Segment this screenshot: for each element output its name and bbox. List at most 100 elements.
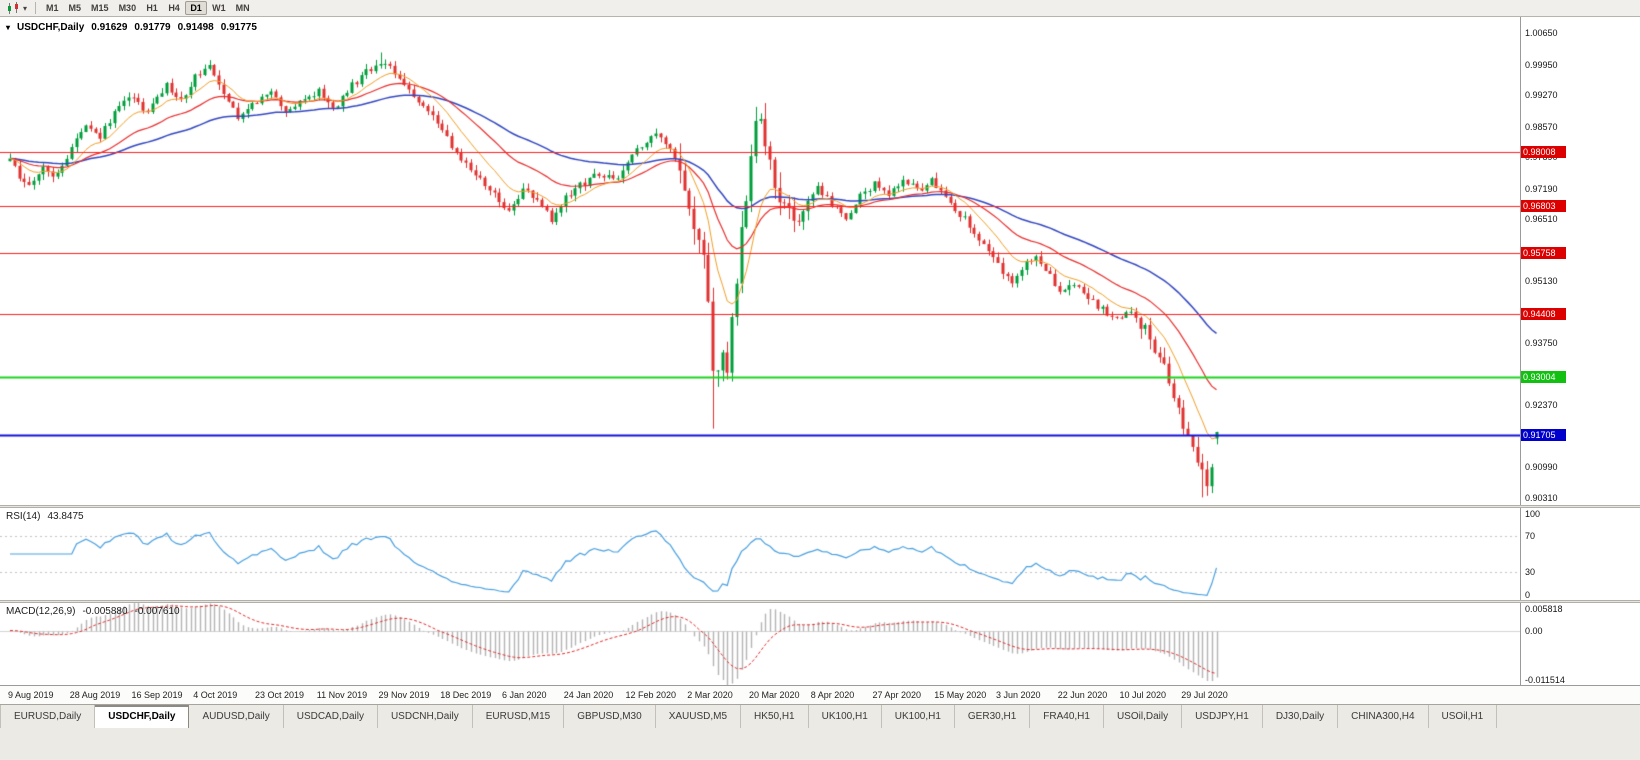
timeframe-button-m30[interactable]: M30 <box>118 3 137 13</box>
macd-signal-value: -0.007610 <box>134 606 180 617</box>
chart-tab-audusd-daily[interactable]: AUDUSD,Daily <box>189 705 284 728</box>
timeframe-button-mn[interactable]: MN <box>235 3 250 13</box>
price-tick-label: 0.98570 <box>1525 121 1558 132</box>
rsi-axis-label: 100 <box>1525 509 1541 519</box>
chart-tab-gbpusd-m30[interactable]: GBPUSD,M30 <box>564 705 656 728</box>
date-label: 20 Mar 2020 <box>749 690 800 700</box>
macd-value: -0.005880 <box>82 606 128 617</box>
date-label: 10 Jul 2020 <box>1119 690 1167 700</box>
chart-tab-eurusd-m15[interactable]: EURUSD,M15 <box>472 705 565 728</box>
date-label: 2 Mar 2020 <box>687 690 733 700</box>
macd-indicator-canvas[interactable] <box>0 603 1520 685</box>
rsi-axis-label: 30 <box>1525 567 1536 578</box>
candlestick-glyph <box>8 1 18 14</box>
timeframe-button-m1[interactable]: M1 <box>46 3 59 13</box>
chart-tab-usdcnh-daily[interactable]: USDCNH,Daily <box>377 705 473 728</box>
price-tick-label: 0.90310 <box>1525 492 1558 503</box>
chart-tab-uk100-h1[interactable]: UK100,H1 <box>808 705 882 728</box>
date-label: 8 Apr 2020 <box>810 690 855 700</box>
date-label: 4 Oct 2019 <box>193 690 238 700</box>
macd-label: MACD(12,26,9) <box>6 606 76 617</box>
chart-tab-ger30-h1[interactable]: GER30,H1 <box>954 705 1031 728</box>
date-label: 23 Oct 2019 <box>255 690 305 700</box>
title-marker-icon: ▾ <box>6 23 11 32</box>
rsi-axis-label: 70 <box>1525 530 1536 541</box>
ohlc-open: 0.91629 <box>91 22 128 33</box>
timeframe-buttons: M1 M5 M15 M30 H1 H4 D1 W1 MN <box>41 0 255 16</box>
symbol-label: USDCHF,Daily <box>17 22 85 33</box>
rsi-axis: 100 70 30 0 <box>1520 508 1640 600</box>
price-line-badge: 0.91705 <box>1520 429 1566 442</box>
date-label: 28 Aug 2019 <box>69 690 121 700</box>
ohlc-low: 0.91498 <box>177 22 214 33</box>
chart-tab-dj30-daily[interactable]: DJ30,Daily <box>1262 705 1339 728</box>
date-label: 15 May 2020 <box>934 690 987 700</box>
date-label: 27 Apr 2020 <box>872 690 922 700</box>
date-label: 11 Nov 2019 <box>316 690 368 700</box>
date-label: 3 Jun 2020 <box>996 690 1041 700</box>
price-tick-label: 0.92370 <box>1525 400 1558 411</box>
chart-style-icon[interactable] <box>4 1 23 16</box>
timeframe-button-h4[interactable]: H4 <box>168 3 180 13</box>
timeframe-button-m5[interactable]: M5 <box>68 3 82 13</box>
macd-axis: 0.005818 0.00 -0.011514 <box>1520 603 1640 685</box>
price-axis: 1.006500.999500.992700.985700.978900.971… <box>1520 17 1640 505</box>
chart-tab-usdchf-daily[interactable]: USDCHF,Daily <box>95 705 190 728</box>
price-chart-canvas[interactable] <box>0 17 1520 505</box>
price-line-badge: 0.94408 <box>1520 307 1566 320</box>
timeframe-button-m15[interactable]: M15 <box>91 3 109 13</box>
chart-tab-eurusd-daily[interactable]: EURUSD,Daily <box>0 705 96 728</box>
price-axis-border <box>1520 17 1521 685</box>
macd-axis-label: 0.00 <box>1525 625 1543 636</box>
chart-tab-china300-h4[interactable]: CHINA300,H4 <box>1338 705 1429 728</box>
date-label: 6 Jan 2020 <box>502 690 547 700</box>
date-label: 16 Sep 2019 <box>131 690 183 700</box>
chart-tab-fra40-h1[interactable]: FRA40,H1 <box>1030 705 1104 728</box>
price-tick-label: 0.97190 <box>1525 183 1558 194</box>
chart-tab-hk50-h1[interactable]: HK50,H1 <box>741 705 809 728</box>
chart-tab-usdjpy-h1[interactable]: USDJPY,H1 <box>1182 705 1263 728</box>
date-label: 29 Nov 2019 <box>378 690 430 700</box>
date-label: 9 Aug 2019 <box>8 690 54 700</box>
price-tick-label: 1.00650 <box>1525 28 1558 39</box>
chevron-down-icon[interactable]: ▾ <box>23 3 28 13</box>
panel-separator[interactable] <box>0 505 1640 508</box>
chart-tab-usoil-daily[interactable]: USOil,Daily <box>1103 705 1183 728</box>
panel-separator[interactable] <box>0 600 1640 603</box>
bottom-filler <box>0 728 1640 760</box>
chart-tab-xauusd-m5[interactable]: XAUUSD,M5 <box>655 705 742 728</box>
toolbar: ▾ M1 M5 M15 M30 H1 H4 D1 W1 MN <box>0 0 1640 17</box>
chart-tab-usoil-h1[interactable]: USOil,H1 <box>1428 705 1498 728</box>
price-tick-label: 0.93750 <box>1525 338 1558 349</box>
rsi-value: 43.8475 <box>47 511 84 522</box>
chart-tabs-bar: EURUSD,Daily USDCHF,Daily AUDUSD,Daily USDC… <box>0 704 1640 728</box>
timeframe-button-d1[interactable]: D1 <box>185 1 208 15</box>
timeframe-button-h1[interactable]: H1 <box>146 3 158 13</box>
price-line-badge: 0.93004 <box>1520 370 1566 383</box>
time-axis: 9 Aug 2019 28 Aug 2019 16 Sep 2019 4 Oct 20… <box>0 686 1640 704</box>
ohlc-high: 0.91779 <box>134 22 171 33</box>
rsi-title: RSI(14) 43.8475 <box>6 511 84 522</box>
price-tick-label: 0.95130 <box>1525 276 1558 287</box>
date-label: 22 Jun 2020 <box>1057 690 1108 700</box>
time-axis-border <box>0 685 1640 686</box>
chart-tab-uk100-h1[interactable]: UK100,H1 <box>881 705 955 728</box>
rsi-indicator-canvas[interactable] <box>0 508 1520 600</box>
macd-axis-label: -0.011514 <box>1525 675 1565 685</box>
price-line-badge: 0.96803 <box>1520 200 1566 213</box>
toolbar-separator <box>35 2 37 14</box>
price-line-badge: 0.95758 <box>1520 247 1566 259</box>
macd-axis-label: 0.005818 <box>1525 604 1563 614</box>
date-label: 12 Feb 2020 <box>625 690 677 700</box>
timeframe-button-w1[interactable]: W1 <box>212 3 226 13</box>
rsi-axis-label: 0 <box>1525 590 1531 600</box>
price-tick-label: 0.99950 <box>1525 59 1558 70</box>
date-label: 18 Dec 2019 <box>440 690 492 700</box>
chart-tab-usdcad-daily[interactable]: USDCAD,Daily <box>283 705 378 728</box>
ohlc-close: 0.91775 <box>220 22 257 33</box>
date-label: 29 Jul 2020 <box>1181 690 1228 700</box>
date-label: 24 Jan 2020 <box>563 690 614 700</box>
chart-title: ▾ USDCHF,Daily 0.91629 0.91779 0.91498 0… <box>6 22 257 33</box>
price-tick-label: 0.99270 <box>1525 90 1558 101</box>
